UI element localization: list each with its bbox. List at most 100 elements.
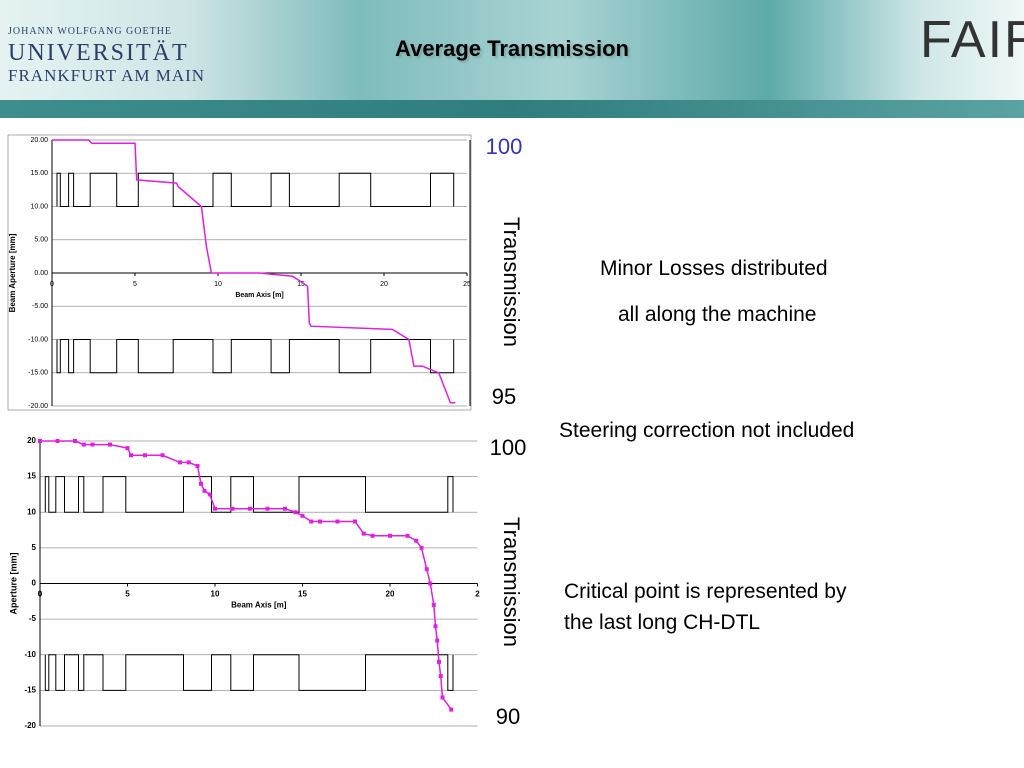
marker [428,581,433,586]
marker [283,506,287,511]
university-line: JOHANN WOLFGANG GOETHE [8,26,173,37]
marker [433,624,438,629]
marker [230,506,235,511]
marker [435,638,440,643]
y2-tick-label: 100 [490,435,527,460]
y-tick-label: 0.00 [34,270,48,277]
marker [361,531,366,536]
x-tick-label: 10 [211,590,220,599]
marker [449,707,454,712]
y2-axis-label: Transmission [499,217,524,347]
x-tick-label: 0 [50,281,54,288]
marker [318,519,322,524]
x-tick-label: 5 [125,590,130,599]
marker [81,442,86,447]
marker [370,533,375,538]
y-tick-label: 5.00 [34,237,48,244]
marker [195,463,200,468]
y-tick-label: -10.00 [28,336,48,343]
marker [335,519,340,524]
y2-axis-label: Transmission [499,517,524,647]
marker [424,567,429,572]
series-line [44,654,454,691]
y-tick-label: 15.00 [30,170,48,177]
y-tick-label: 0 [32,579,37,588]
y2-tick-label: 90 [496,704,520,729]
y-tick-label: 20 [27,436,36,445]
series-line [40,440,452,711]
y-tick-label: 5 [32,543,37,552]
series-line [52,139,456,404]
marker [108,442,112,447]
note: the last long CH-DTL [564,611,761,634]
y-tick-label: 15 [27,472,36,481]
series-line [56,172,455,207]
marker [213,506,217,511]
marker [293,510,298,515]
marker [129,453,133,458]
y-tick-label: 10 [27,507,36,516]
marker [405,533,410,538]
marker [125,446,130,451]
marker [73,439,77,443]
marker [353,519,357,524]
x-tick-label: 10 [214,281,222,288]
y-axis-label: Aperture [mm] [8,552,18,614]
x-tick-label: 20 [380,281,388,288]
marker [431,602,436,607]
fair-logo: FAIR [920,11,1024,69]
note: Critical point is represented by [564,580,847,603]
y-tick-label: -5.00 [32,303,48,310]
marker [186,460,191,465]
marker [199,481,203,486]
y2-tick-label: 100 [486,134,523,159]
y-tick-label: -5 [29,614,37,623]
marker [309,519,314,524]
y-tick-label: -20 [24,721,36,730]
marker [38,439,42,443]
university-name: UNIVERSITÄT [8,40,189,66]
y-tick-label: 20.00 [30,137,48,144]
y-tick-label: 10.00 [30,203,48,210]
y-tick-label: -15.00 [28,370,48,377]
marker [202,488,207,493]
note: all along the machine [618,303,817,326]
marker [178,460,182,465]
note: Minor Losses distributed [600,257,828,280]
marker [265,506,270,511]
x-tick-label: 2 [475,590,480,599]
banner [0,0,1024,118]
marker [440,695,445,700]
y2-tick-label: 95 [492,384,516,409]
university-city: FRANKFURT AM MAIN [8,66,206,85]
marker [90,442,95,447]
marker [160,453,165,458]
marker [300,513,305,518]
marker [388,533,392,538]
x-tick-label: 5 [133,281,137,288]
x-axis-label: Beam Axis [m] [231,601,287,610]
marker [248,506,252,511]
series-line [56,339,455,374]
marker [438,674,443,679]
marker [414,538,419,543]
y-tick-label: -10 [24,650,36,659]
x-tick-label: 25 [463,281,471,288]
marker [437,659,441,664]
x-tick-label: 20 [386,590,395,599]
x-tick-label: 15 [298,590,307,599]
marker [143,453,147,458]
slide-title: Average Transmission [395,36,629,61]
y-tick-label: -15 [24,685,36,694]
marker [55,439,60,443]
x-axis-label: Beam Axis [m] [235,292,283,299]
plot-frame [7,134,472,411]
marker [207,492,212,497]
y-tick-label: -20.00 [28,403,48,410]
x-tick-label: 15 [297,281,305,288]
x-tick-label: 0 [38,590,43,599]
marker [419,545,424,550]
note: Steering correction not included [559,419,855,442]
